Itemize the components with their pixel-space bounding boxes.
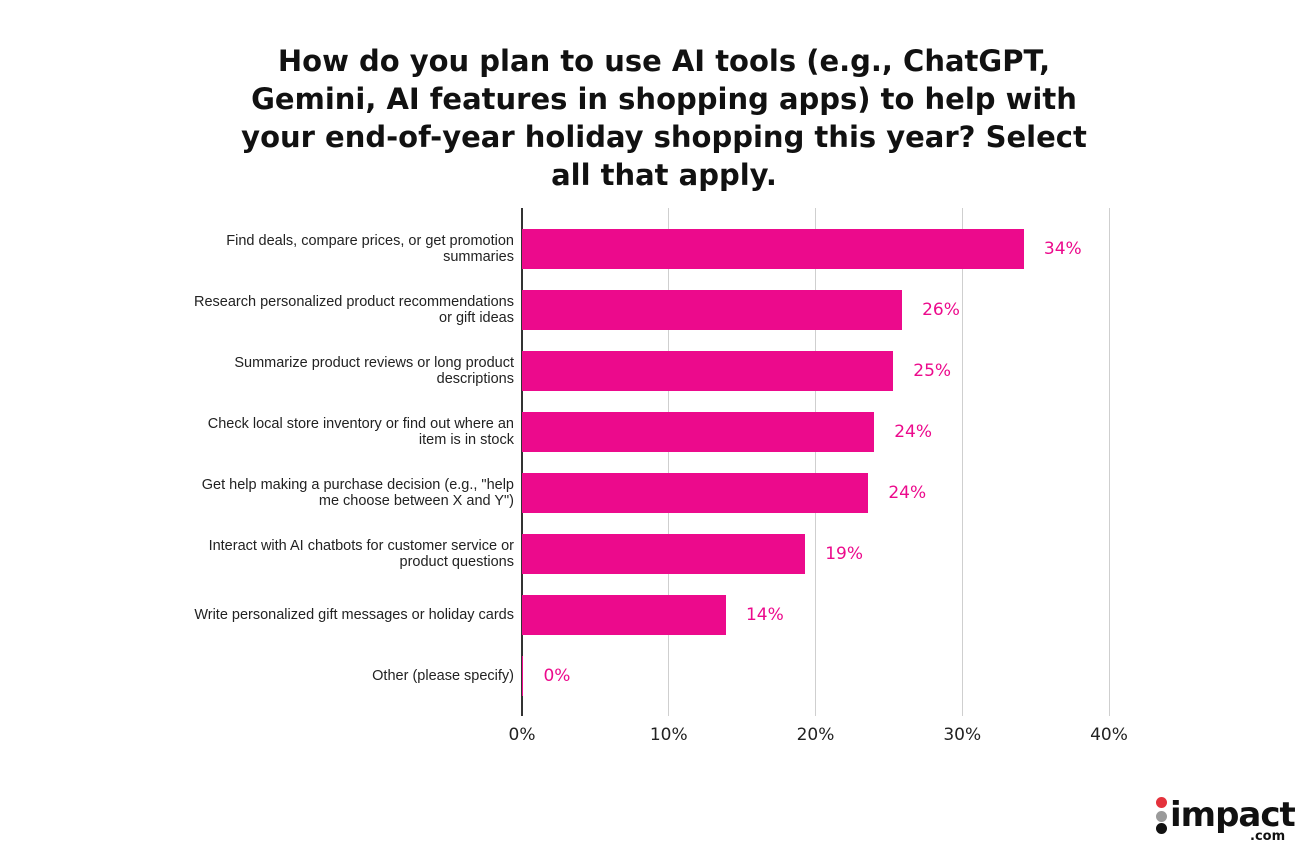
x-tick-label: 40% [1090, 725, 1128, 745]
y-tick-label: Check local store inventory or find out … [207, 415, 514, 448]
y-tick-label: Other (please specify) [372, 668, 514, 685]
logo-suffix: .com [1250, 829, 1286, 844]
bar [522, 350, 894, 391]
grid-line [961, 208, 963, 716]
logo-dot [1156, 797, 1167, 808]
y-tick-label: Find deals, compare prices, or get promo… [226, 232, 514, 265]
bar [522, 534, 806, 575]
y-tick-label: Summarize product reviews or long produc… [234, 354, 514, 387]
y-tick-label: Interact with AI chatbots for customer s… [208, 538, 514, 571]
value-label: 14% [745, 605, 784, 626]
bar [522, 595, 726, 636]
x-tick-label: 20% [796, 725, 835, 745]
chart-title: How do you plan to use AI tools (e.g., C… [241, 44, 1087, 192]
y-tick-label: Research personalized product recommenda… [194, 293, 514, 326]
bar [522, 289, 903, 330]
axis-line [521, 208, 523, 716]
bar [522, 411, 875, 452]
y-tick-label: Write personalized gift messages or holi… [194, 607, 514, 624]
bar [522, 656, 524, 697]
grid-line [1108, 208, 1110, 716]
value-label: 26% [922, 299, 960, 320]
bar [522, 472, 869, 513]
x-tick-label: 10% [649, 725, 688, 745]
x-tick-label: 30% [943, 725, 982, 745]
bar [522, 228, 1024, 269]
logo-name: impact [1170, 795, 1296, 835]
y-tick-label: Get help making a purchase decision (e.g… [201, 476, 514, 509]
logo-dot [1156, 811, 1167, 822]
value-label: 19% [825, 544, 864, 565]
grid-line [815, 208, 816, 716]
value-label: 24% [888, 482, 927, 503]
value-label: 0% [543, 666, 571, 687]
x-tick-label: 0% [508, 725, 536, 745]
logo-dot [1156, 823, 1167, 834]
grid-line [668, 208, 670, 716]
value-label: 34% [1043, 238, 1082, 259]
value-label: 25% [913, 360, 952, 381]
value-label: 24% [894, 421, 932, 442]
